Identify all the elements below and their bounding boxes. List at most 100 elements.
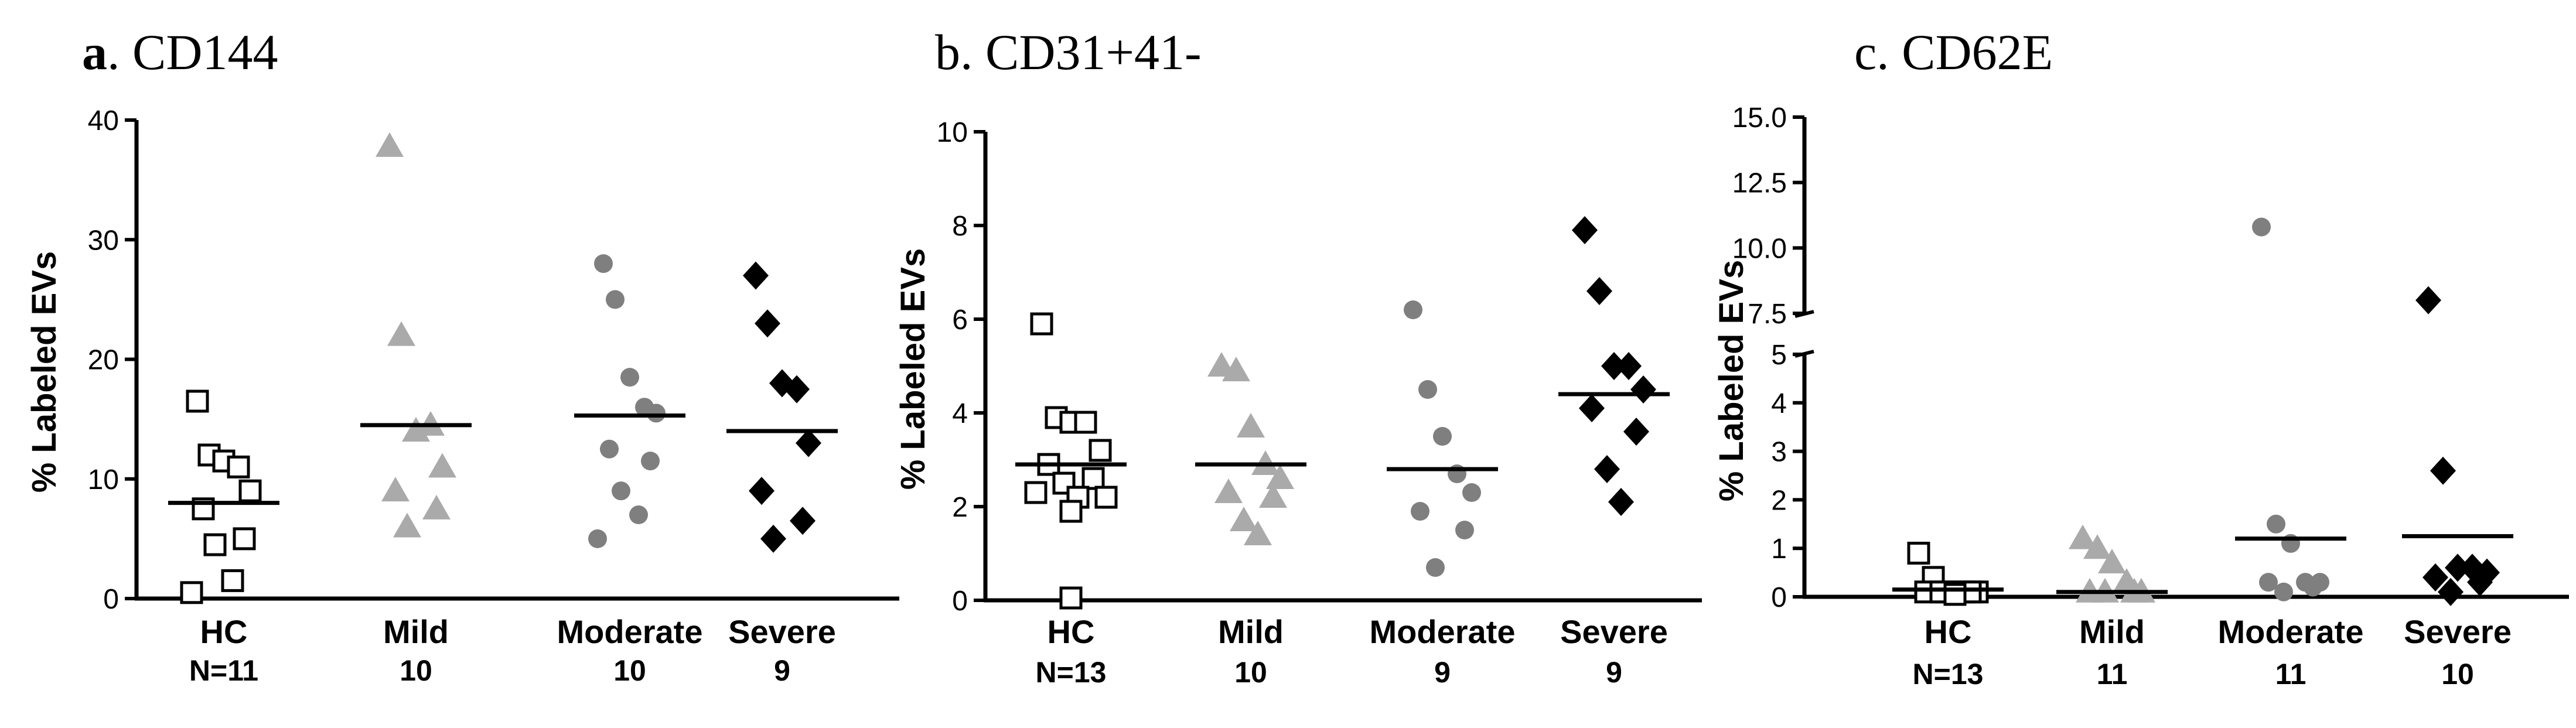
data-point: [1426, 558, 1445, 577]
panel-a: a. CD144 % Labeled EVs 0 10 20 30 40 HC N=11 M…: [25, 24, 899, 687]
data-point: [2252, 217, 2271, 237]
data-point: [1608, 488, 1634, 516]
data-point: [2098, 549, 2126, 574]
x-count-label: 10: [1234, 656, 1267, 689]
data-point: [2445, 553, 2471, 582]
data-point: [2415, 286, 2441, 315]
data-point: [1907, 541, 1930, 565]
data-point: [2069, 524, 2097, 549]
data-point: [376, 132, 404, 157]
data-point: [2430, 456, 2456, 485]
data-point: [1418, 380, 1437, 399]
data-point: [393, 512, 421, 538]
panel-a-title: a. CD144: [82, 24, 278, 80]
x-count-label: 10: [2441, 658, 2474, 691]
data-point: [1455, 521, 1474, 539]
data-point: [1237, 413, 1265, 438]
data-point: [743, 261, 769, 290]
data-point: [588, 529, 607, 548]
panel-a-y-axis-label: % Labeled EVs: [25, 251, 63, 493]
data-point: [647, 404, 666, 423]
data-point: [428, 453, 456, 478]
data-point: [1601, 352, 1627, 380]
data-point: [1433, 427, 1452, 446]
x-category-label: Moderate: [557, 613, 703, 650]
y-tick-label: 30: [88, 225, 119, 256]
panel-c: c. CD62E % Labeled EVs 0 1 2 3 4 5 7.5 10.0 12.5…: [1712, 24, 2569, 691]
y-tick-label: 0: [952, 586, 968, 617]
data-point: [1572, 216, 1598, 244]
y-tick-label: 10: [937, 117, 968, 148]
x-count-label: 11: [2097, 658, 2128, 691]
data-point: [203, 533, 227, 556]
x-category-label: Moderate: [1370, 613, 1516, 650]
y-tick-label: 8: [952, 211, 968, 242]
data-point: [612, 481, 630, 501]
x-count-label: 9: [774, 654, 790, 687]
data-point: [620, 368, 639, 387]
data-point: [1059, 500, 1083, 523]
data-point: [2274, 582, 2293, 601]
data-point: [594, 254, 613, 274]
data-point: [641, 452, 660, 471]
data-point: [2083, 534, 2111, 559]
y-tick-label: 12.5: [1732, 168, 1787, 199]
data-point: [1404, 300, 1422, 319]
x-category-label: Mild: [2079, 613, 2145, 650]
data-point: [387, 321, 415, 346]
data-point: [1616, 352, 1642, 380]
x-category-label: Moderate: [2218, 613, 2364, 650]
x-count-label: 11: [2275, 658, 2307, 691]
x-category-label: Mild: [383, 613, 449, 650]
data-point: [180, 581, 203, 604]
y-tick-label: 10: [88, 464, 119, 495]
y-tick-label: 20: [88, 345, 119, 376]
y-tick-label: 0: [103, 584, 119, 615]
y-tick-label: 4: [952, 398, 968, 429]
data-point: [1411, 502, 1429, 521]
data-point: [1222, 357, 1250, 381]
y-tick-label: 1: [1771, 534, 1787, 565]
data-point: [1259, 483, 1287, 508]
data-point: [2259, 573, 2278, 592]
data-point: [1244, 521, 1272, 545]
y-tick-label: 5: [1771, 340, 1787, 371]
x-category-label: Severe: [1560, 613, 1668, 650]
data-point: [1094, 486, 1118, 509]
data-point: [1630, 375, 1656, 404]
data-point: [227, 455, 250, 479]
data-point: [1214, 479, 1243, 503]
x-category-label: HC: [1048, 613, 1095, 650]
data-point: [1230, 507, 1258, 531]
data-point: [1266, 464, 1294, 489]
data-point: [1089, 439, 1112, 462]
data-point: [381, 477, 410, 502]
y-tick-label: 0: [1771, 582, 1787, 613]
data-point: [422, 494, 451, 519]
x-count-label: 9: [1606, 656, 1622, 689]
x-category-label: HC: [200, 613, 248, 650]
y-tick-label: 2: [952, 492, 968, 523]
y-tick-label: 15.0: [1732, 102, 1787, 134]
data-point: [600, 439, 619, 459]
data-point: [790, 507, 816, 535]
y-tick-label: 7.5: [1748, 299, 1787, 330]
data-point: [2438, 577, 2464, 606]
data-point: [760, 524, 786, 553]
y-tick-label: 2: [1771, 485, 1787, 516]
x-category-label: HC: [1925, 613, 1972, 650]
x-count-label: 10: [400, 654, 432, 687]
data-point: [221, 569, 244, 592]
data-point: [2423, 563, 2448, 592]
panel-b-title: b. CD31+41-: [935, 24, 1202, 80]
y-tick-label: 40: [88, 105, 119, 136]
data-point: [755, 309, 780, 338]
data-point: [1579, 394, 1605, 422]
y-tick-label: 3: [1771, 437, 1787, 468]
x-count-label: N=13: [1913, 658, 1984, 691]
data-point: [186, 389, 209, 413]
data-point: [796, 429, 821, 457]
x-count-label: N=13: [1036, 656, 1107, 689]
x-category-label: Severe: [728, 613, 836, 650]
